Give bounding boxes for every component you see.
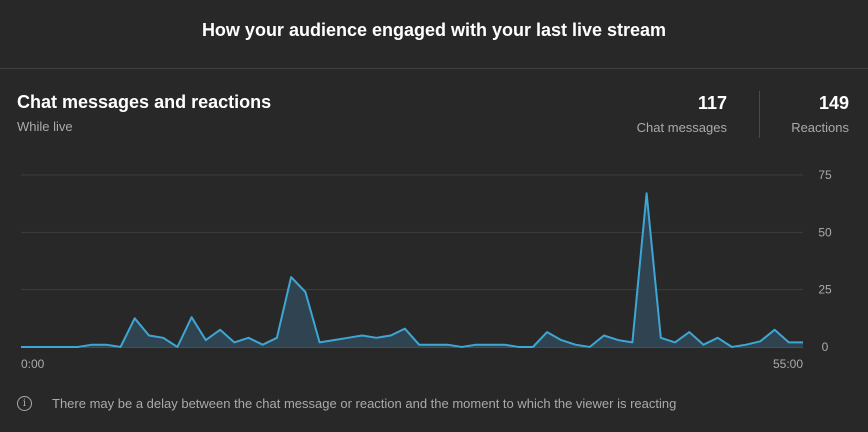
y-tick-label: 25 bbox=[818, 283, 832, 297]
delay-note-text: There may be a delay between the chat me… bbox=[52, 396, 677, 411]
y-tick-label: 75 bbox=[818, 168, 832, 182]
series-area bbox=[21, 193, 803, 347]
page-title: How your audience engaged with your last… bbox=[201, 19, 667, 40]
x-tick-label: 55:00 bbox=[773, 357, 803, 371]
engagement-chart: 75 50 25 0 0:00 55:00 bbox=[21, 168, 832, 371]
metric-label: Reactions bbox=[791, 120, 849, 135]
metric-label: Chat messages bbox=[636, 120, 727, 135]
card-subtitle: While live bbox=[17, 119, 73, 134]
series-line bbox=[21, 192, 803, 348]
page-header: How your audience engaged with your last… bbox=[0, 0, 868, 69]
x-tick-label: 0:00 bbox=[21, 357, 45, 371]
y-tick-label: 50 bbox=[818, 225, 832, 239]
metric-chat-messages: 117 Chat messages bbox=[637, 93, 727, 135]
y-tick-label: 0 bbox=[822, 340, 829, 354]
metric-value: 149 bbox=[818, 93, 849, 113]
metric-value: 117 bbox=[697, 93, 727, 113]
info-icon[interactable]: i bbox=[17, 396, 32, 411]
delay-note: i There may be a delay between the chat … bbox=[17, 396, 676, 411]
metric-divider bbox=[759, 91, 760, 138]
metric-reactions: 149 Reactions bbox=[791, 93, 849, 135]
card-title: Chat messages and reactions bbox=[17, 92, 272, 112]
